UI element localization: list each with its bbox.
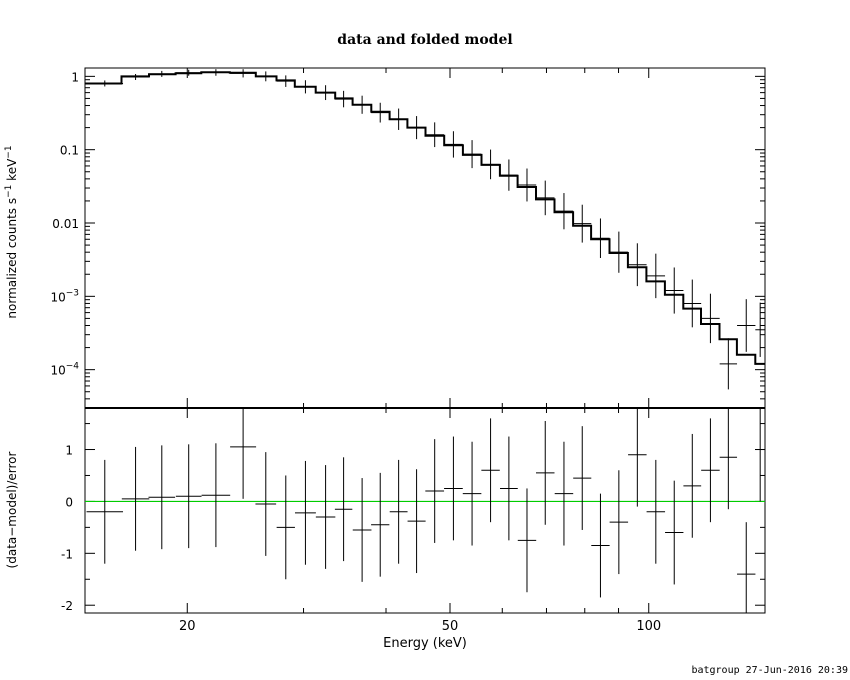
bottom-panel-ticks — [85, 408, 765, 613]
residual-point — [591, 493, 610, 598]
residual-point — [444, 436, 463, 541]
data-point — [591, 218, 610, 258]
residual-point — [175, 444, 202, 549]
top-y-tick-labels: 1 0.1 0.01 10−3 10−4 — [50, 70, 79, 377]
residual-point — [535, 420, 555, 525]
bottom-panel-frame — [84, 407, 766, 614]
model-step-line — [85, 71, 765, 365]
data-point — [554, 193, 574, 230]
y-tick-label: 0.01 — [52, 217, 79, 231]
residual-point — [230, 408, 257, 499]
data-point — [535, 180, 555, 216]
y-tick-label: 0.1 — [60, 144, 79, 158]
y-tick-label: -1 — [61, 547, 73, 561]
residual-point — [665, 480, 684, 585]
residual-point — [425, 439, 445, 543]
y-tick-label: 10−3 — [50, 288, 79, 304]
residual-point — [517, 488, 537, 593]
data-point — [755, 302, 766, 357]
data-point — [737, 299, 756, 352]
residual-point — [201, 443, 231, 548]
data-point — [665, 267, 684, 314]
residual-point — [462, 441, 482, 546]
data-point — [628, 243, 647, 287]
bottom-y-tick-labels: -2 -1 0 1 — [61, 444, 73, 614]
top-panel-frame — [84, 67, 766, 409]
data-point — [646, 253, 666, 299]
data-point — [517, 168, 537, 202]
y-tick-label: 0 — [65, 495, 73, 509]
data-point — [334, 90, 353, 108]
residual-point — [609, 470, 629, 575]
data-point — [500, 159, 518, 191]
data-point — [121, 73, 150, 80]
data-point — [230, 69, 257, 78]
data-point — [148, 70, 176, 77]
residual-point — [294, 460, 316, 565]
residual-point — [121, 446, 150, 551]
residual-points-series — [86, 408, 766, 613]
y-tick-label: -2 — [61, 599, 73, 613]
residual-point — [554, 441, 574, 546]
data-point — [294, 80, 316, 94]
residual-point — [719, 408, 738, 510]
residual-point — [389, 459, 408, 564]
x-tick-label: 100 — [636, 619, 661, 634]
residual-point — [276, 475, 295, 580]
data-point — [444, 131, 463, 158]
data-point — [371, 102, 390, 123]
footer-stamp: batgroup 27-Jun-2016 20:39 — [691, 665, 848, 676]
x-tick-labels: 20 50 100 — [179, 619, 661, 634]
data-point — [462, 140, 482, 169]
residual-point — [500, 436, 518, 541]
x-tick-label: 50 — [442, 619, 459, 634]
data-point — [389, 108, 408, 130]
data-point — [352, 95, 372, 114]
residual-point — [148, 445, 176, 550]
data-point — [175, 69, 202, 76]
data-point — [719, 338, 738, 390]
data-point — [255, 71, 277, 82]
top-panel-ticks — [85, 68, 765, 409]
residual-point — [573, 426, 592, 530]
data-point — [407, 116, 426, 140]
data-point — [315, 85, 336, 101]
bottom-y-axis-label: (data−model)/error — [5, 451, 19, 568]
y-tick-label: 1 — [65, 444, 73, 458]
data-point — [276, 75, 295, 87]
residual-point — [646, 459, 666, 564]
residual-point — [481, 418, 500, 523]
data-point — [86, 80, 124, 87]
residual-point — [628, 408, 647, 507]
residual-point — [86, 459, 124, 564]
chart-title: data and folded model — [337, 32, 512, 48]
x-tick-label: 20 — [179, 619, 196, 634]
data-point — [609, 231, 629, 273]
top-y-axis-label: normalized counts s−1 keV−1 — [4, 145, 19, 318]
residual-point — [737, 522, 756, 613]
residual-point — [407, 469, 426, 574]
y-tick-label: 1 — [71, 70, 79, 84]
data-point — [683, 279, 702, 328]
data-point — [701, 293, 720, 344]
data-point — [481, 149, 500, 180]
residual-point — [315, 465, 336, 569]
residual-point — [255, 452, 277, 556]
data-points-series — [86, 69, 766, 390]
model-step-series — [85, 71, 765, 365]
data-point — [201, 69, 231, 76]
residual-point — [334, 457, 353, 562]
residual-point — [352, 478, 372, 582]
data-point — [573, 204, 592, 243]
data-point — [425, 122, 445, 148]
y-tick-label: 10−4 — [50, 362, 79, 378]
x-axis-label: Energy (keV) — [383, 636, 467, 651]
residual-point — [371, 472, 390, 577]
residual-point — [683, 433, 702, 538]
residual-point — [755, 408, 766, 502]
residual-point — [701, 418, 720, 523]
